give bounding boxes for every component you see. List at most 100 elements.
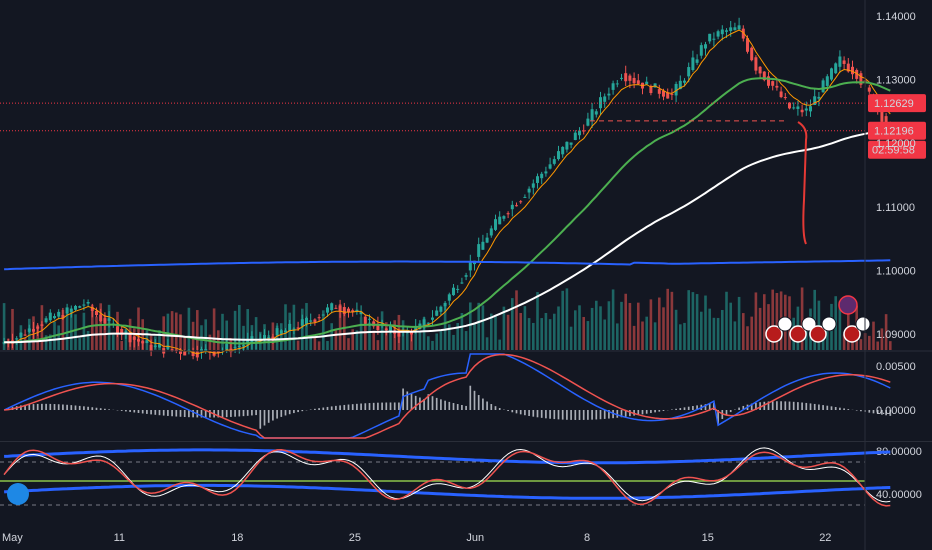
- candle-body: [804, 108, 808, 111]
- macd-histogram-bar: [204, 410, 207, 418]
- macd-histogram-bar: [813, 403, 816, 410]
- rsi-upper-band: [4, 448, 891, 465]
- candle-body: [44, 318, 48, 323]
- candle-body: [788, 102, 791, 109]
- volume-bar: [330, 323, 333, 350]
- macd-histogram-bar: [230, 410, 232, 417]
- macd-histogram-bar: [566, 410, 568, 420]
- volume-bar: [145, 330, 149, 350]
- candle-body: [309, 320, 313, 322]
- volume-bar: [28, 318, 31, 350]
- volume-bar: [666, 288, 669, 350]
- date-tick-label: May: [2, 532, 23, 544]
- volume-bar: [65, 311, 69, 350]
- volume-bar: [317, 341, 321, 350]
- candle-body: [460, 282, 464, 284]
- volume-bar: [889, 341, 892, 350]
- volume-bar: [418, 331, 422, 350]
- macd-histogram-bar: [608, 410, 610, 419]
- macd-histogram-bar: [725, 410, 728, 416]
- macd-histogram-bar: [830, 406, 833, 410]
- macd-histogram-bar: [234, 410, 236, 417]
- macd-histogram-bar: [360, 403, 362, 410]
- volume-bar: [494, 315, 497, 350]
- candle-body: [586, 118, 590, 126]
- macd-histogram-bar: [183, 410, 186, 418]
- date-axis[interactable]: May 11 18 25 Jun 8 15 22: [2, 532, 831, 544]
- volume-bar: [435, 333, 438, 350]
- event-flag-icon: [843, 325, 861, 343]
- volume-bar: [427, 336, 430, 350]
- macd-histogram-bar: [826, 405, 829, 410]
- candle-body: [578, 130, 581, 136]
- ema-fast-line: [4, 29, 891, 355]
- candle-body: [830, 68, 833, 80]
- volume-bar: [187, 307, 191, 350]
- candle-body: [15, 338, 19, 340]
- volume-bar: [460, 312, 464, 350]
- volume-bar: [380, 311, 384, 350]
- candle-body: [767, 76, 770, 86]
- candle-body: [561, 146, 565, 155]
- volume-bar: [599, 306, 602, 350]
- macd-histogram-bar: [860, 410, 862, 412]
- candle-body: [527, 188, 531, 193]
- volume-bar: [212, 308, 216, 350]
- macd-histogram-bar: [158, 410, 161, 416]
- volume-bar: [763, 294, 766, 350]
- candle-body: [313, 319, 317, 322]
- volume-bar: [540, 318, 543, 350]
- date-tick-label: 18: [231, 532, 243, 544]
- volume-bar: [649, 299, 653, 350]
- macd-histogram-bar: [238, 410, 241, 417]
- macd-histogram-bar: [343, 404, 346, 410]
- volume-bar: [15, 339, 18, 350]
- candle-body: [704, 44, 707, 49]
- volume-bar: [674, 309, 678, 350]
- volume-bar: [641, 321, 644, 350]
- candle-body: [523, 196, 527, 198]
- price-axis[interactable]: 1.09000 1.10000 1.11000 1.12000 1.13000 1.140…: [876, 11, 916, 341]
- volume-bar: [44, 335, 48, 350]
- candle-body: [771, 81, 775, 86]
- event-count-badge: [855, 316, 871, 332]
- event-count-badge: [821, 316, 837, 332]
- volume-bar: [620, 301, 623, 350]
- volume-bar: [506, 314, 510, 350]
- macd-histogram-bar: [301, 410, 304, 412]
- candle-body: [846, 63, 850, 72]
- candle-body: [494, 219, 497, 230]
- candle-body: [594, 111, 598, 115]
- cloud-icon: [7, 483, 29, 505]
- volume-bar: [548, 319, 552, 350]
- volume-bar: [351, 329, 354, 350]
- volume-bar: [116, 311, 119, 350]
- candle-body: [426, 322, 430, 324]
- event-badges[interactable]: 4 5 2 2: [7, 295, 871, 505]
- macd-histogram-bar: [133, 410, 136, 413]
- date-tick-label: 25: [349, 532, 361, 544]
- candle-body: [796, 106, 800, 109]
- volume-bar: [624, 293, 627, 350]
- event-count-text: 5: [806, 319, 812, 331]
- volume-bar: [322, 310, 325, 350]
- candle-body: [779, 91, 783, 98]
- volume-bar: [233, 310, 237, 350]
- macd-histogram-bar: [776, 401, 778, 410]
- macd-histogram-bar: [276, 410, 278, 419]
- candle-body: [754, 57, 758, 71]
- volume-bar: [758, 307, 762, 350]
- macd-histogram-bar: [318, 408, 320, 410]
- macd-histogram-bar: [885, 410, 887, 416]
- macd-histogram-bar: [603, 410, 606, 419]
- volume-bar: [23, 337, 27, 350]
- candle-body: [573, 132, 577, 140]
- macd-histogram-bar: [24, 404, 26, 410]
- price-tick-label: 1.12000: [876, 138, 916, 150]
- candle-body: [195, 351, 199, 358]
- macd-histogram-bar: [448, 401, 451, 410]
- macd-histogram-bar: [637, 410, 640, 416]
- volume-bar: [553, 313, 556, 350]
- macd-histogram-bar: [855, 410, 858, 411]
